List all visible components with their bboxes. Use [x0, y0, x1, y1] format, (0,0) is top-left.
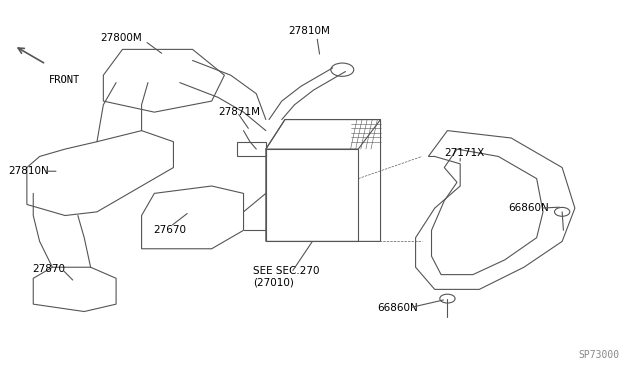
Text: SP73000: SP73000 [579, 350, 620, 359]
Text: 66860N: 66860N [378, 303, 418, 313]
Text: 27870: 27870 [32, 264, 65, 274]
Text: 27810M: 27810M [288, 26, 330, 36]
Text: 27171X: 27171X [444, 148, 484, 158]
Bar [237, 142, 266, 157]
Text: FRONT: FRONT [49, 75, 81, 85]
Text: SEE SEC.270
(27010): SEE SEC.270 (27010) [253, 266, 319, 287]
Text: 27810N: 27810N [8, 166, 49, 176]
Text: 27871M: 27871M [218, 107, 260, 117]
Text: 66860N: 66860N [508, 203, 548, 213]
Text: 27670: 27670 [153, 225, 186, 235]
Text: 27800M: 27800M [100, 33, 142, 43]
